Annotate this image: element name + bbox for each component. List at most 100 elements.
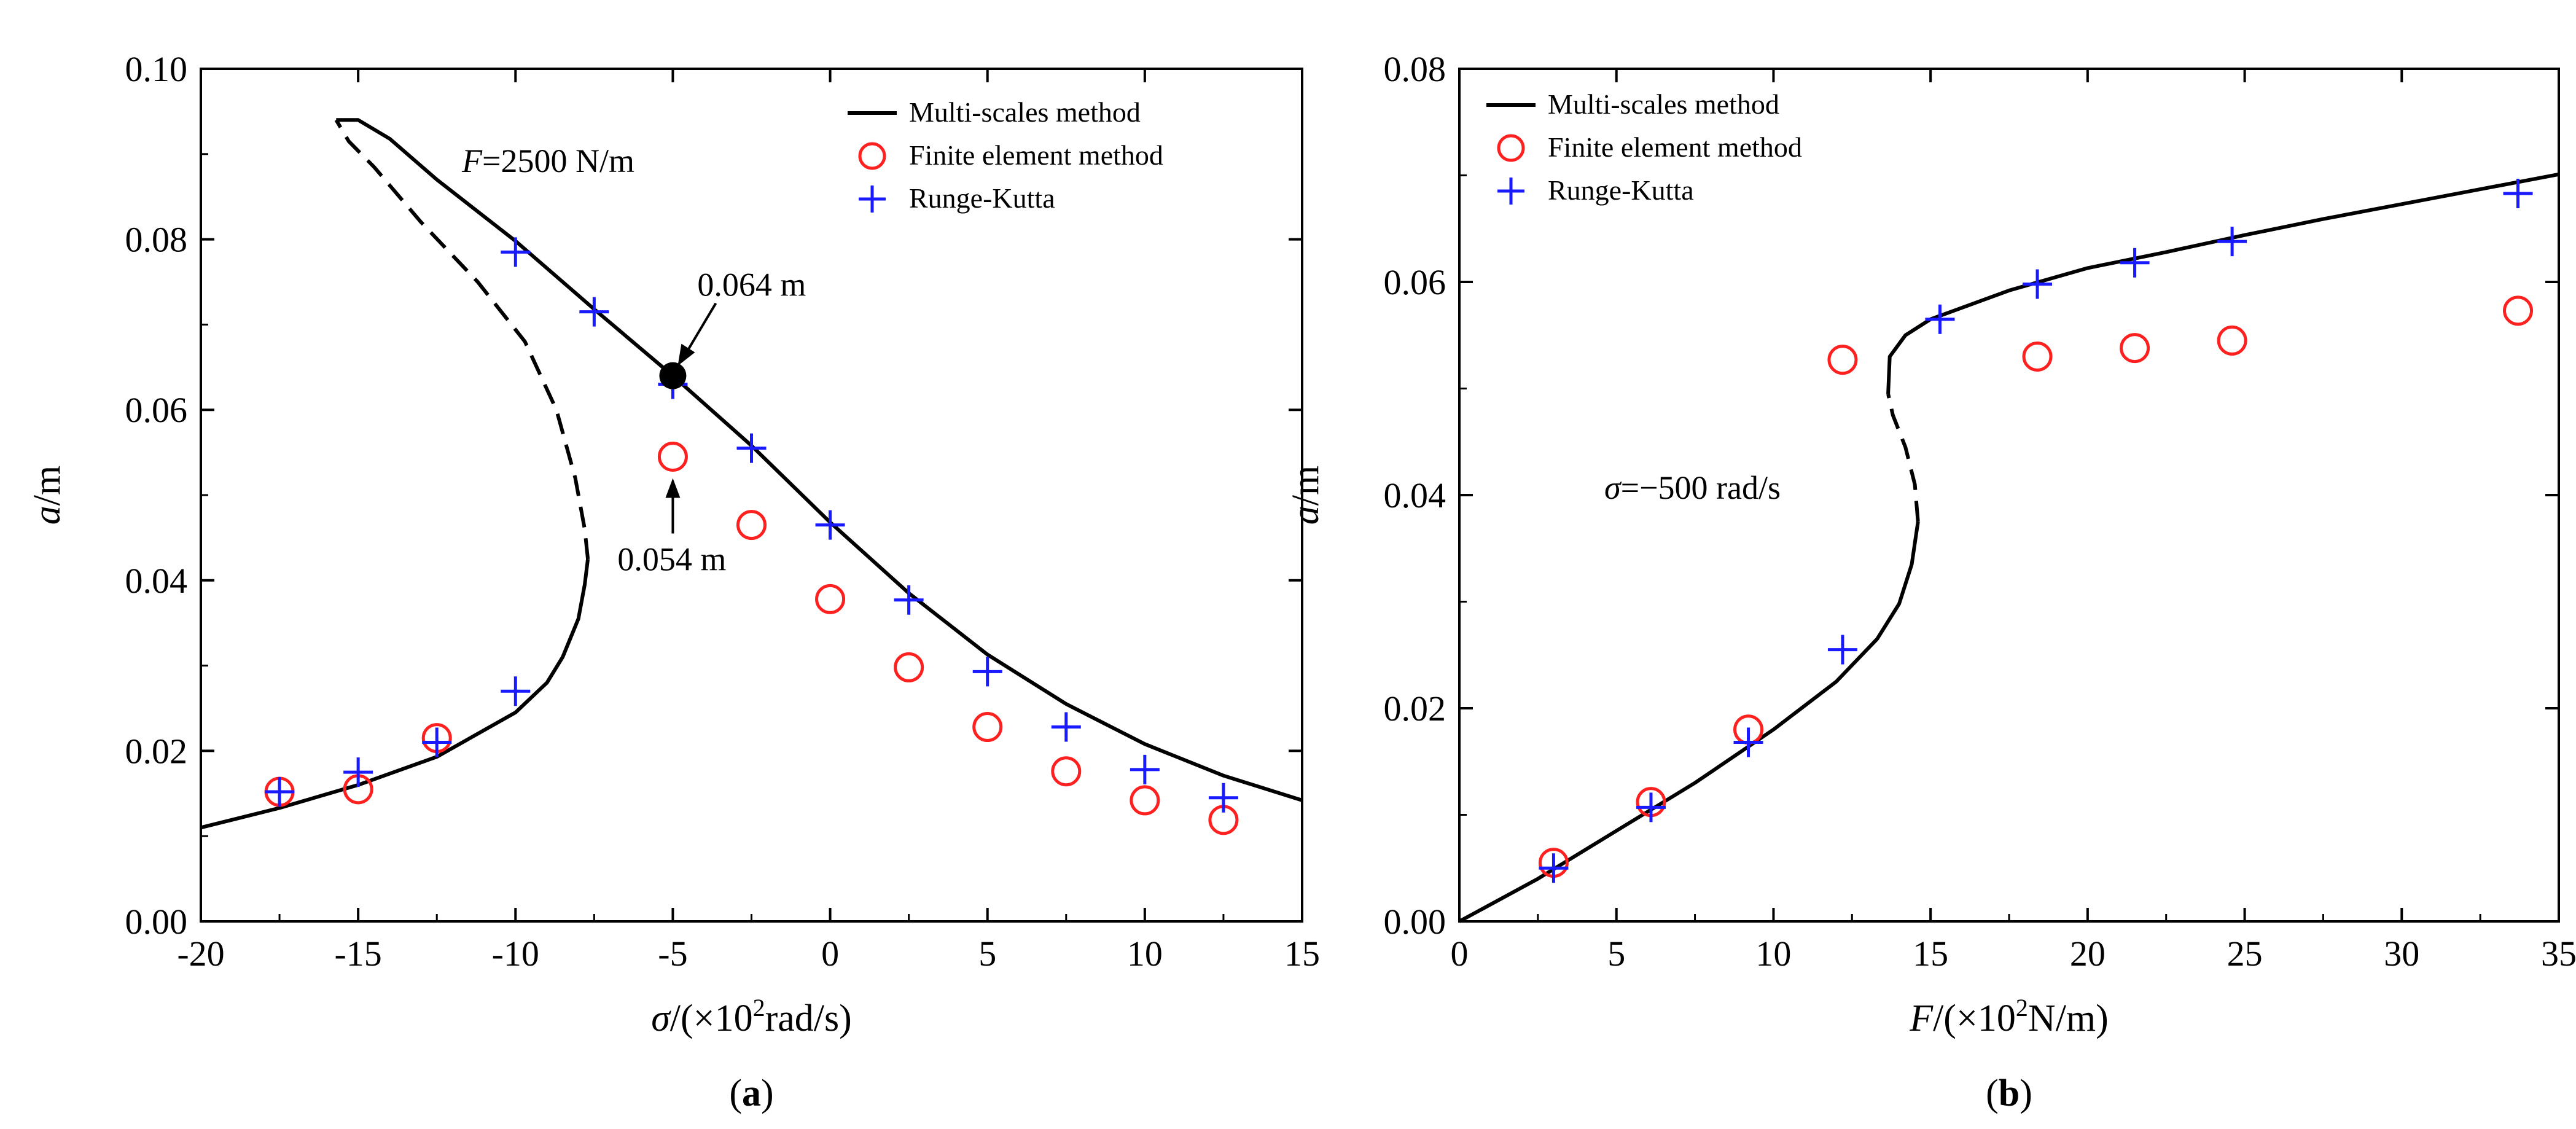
rk-point: [579, 297, 609, 327]
legend-rk-swatch: [859, 186, 886, 213]
rk-point: [1051, 712, 1081, 742]
panel-label: (b): [1986, 1072, 2032, 1114]
rk-point: [501, 676, 531, 706]
y-tick-label: 0.00: [125, 902, 188, 942]
x-axis-text: /(×10: [1933, 998, 2016, 1039]
multi-scales-curve: [1886, 393, 1920, 522]
legend-label: Runge-Kutta: [909, 182, 1055, 214]
legend-fem-swatch: [858, 142, 886, 170]
legend-rk-swatch: [1497, 178, 1524, 205]
fem-point: [1130, 785, 1160, 816]
x-axis-sup: 2: [2016, 994, 2028, 1022]
x-tick-label: 5: [978, 934, 996, 974]
y-tick-label: 0.06: [1384, 262, 1446, 302]
rk-point: [343, 757, 373, 787]
rk-point: [736, 433, 767, 463]
legend-fem-swatch: [1497, 134, 1525, 162]
rk-point: [2023, 269, 2053, 299]
rk-point: [1925, 304, 1955, 334]
chart-panel-a: -20 -15 -10 -5 0 5 10 15 0.00 0.02 0.04 0.06 0.08 0.1…: [26, 49, 1320, 1114]
fem-point: [894, 652, 924, 682]
x-tick-label: 10: [1755, 934, 1791, 974]
panel-label-close: ): [2020, 1072, 2032, 1114]
rk-point: [2217, 227, 2247, 257]
x-tick-label: 15: [1913, 934, 1948, 974]
multi-scales-curve: [1458, 521, 1920, 923]
param-text: =−500 rad/s: [1621, 469, 1781, 506]
multi-scales-curve: [200, 558, 590, 830]
panel-label-letter: a: [742, 1072, 761, 1114]
x-tick-label: 0: [821, 934, 839, 974]
plot-frame: [200, 68, 1303, 923]
y-axis-title: a/m: [1285, 466, 1327, 525]
rk-point: [972, 657, 1002, 687]
y-tick-label: 0.08: [125, 220, 188, 260]
x-axis-title: σ/(×102rad/s): [651, 994, 852, 1039]
y-axis-text: /m: [1285, 466, 1327, 506]
y-tick-label: 0.00: [1384, 902, 1446, 942]
lower-marker-label: 0.054 m: [617, 541, 726, 577]
x-tick-label: -20: [177, 934, 224, 974]
multi-scales-curve: [334, 119, 590, 560]
param-annotation: σ=−500 rad/s: [1604, 469, 1781, 506]
x-axis-symbol: σ: [651, 998, 671, 1039]
y-axis-symbol: a: [26, 506, 68, 525]
y-tick-label: 0.06: [125, 390, 188, 430]
y-tick-label: 0.02: [125, 731, 188, 771]
x-axis-symbol: F: [1909, 998, 1934, 1039]
rk-point: [501, 237, 531, 267]
rk-point: [2120, 248, 2150, 278]
fem-point: [2217, 325, 2247, 356]
x-axis-title: F/(×102N/m): [1909, 994, 2109, 1039]
x-axis-sup: 2: [753, 994, 765, 1022]
rk-point: [1733, 727, 1763, 757]
x-tick-label: 35: [2541, 934, 2576, 974]
param-symbol: σ: [1604, 469, 1622, 506]
x-tick-label: -10: [492, 934, 539, 974]
fem-point: [972, 712, 1003, 743]
chart-panel-b: 0 5 10 15 20 25 30 35 0.00 0.02 0.04 0.06 0.08 F/(×10…: [1285, 49, 2576, 1114]
panel-label-open: (: [1986, 1072, 1999, 1114]
panel-label-letter: b: [1999, 1072, 2020, 1114]
upper-arrow-head: [677, 343, 695, 366]
legend-label: Runge-Kutta: [1548, 174, 1694, 206]
y-tick-label: 0.02: [1384, 689, 1446, 729]
rk-point: [422, 727, 452, 757]
x-axis-unit: rad/s): [765, 998, 852, 1039]
x-axis-unit: N/m): [2028, 998, 2109, 1039]
param-symbol: F: [461, 143, 483, 179]
fem-point: [736, 510, 767, 541]
param-annotation: F=2500 N/m: [461, 143, 634, 179]
x-tick-label: -5: [658, 934, 687, 974]
x-tick-label: 5: [1607, 934, 1625, 974]
y-axis-text: /m: [26, 466, 68, 506]
y-tick-label: 0.04: [125, 561, 188, 601]
upper-amplitude-marker: [659, 362, 687, 389]
rk-point: [1130, 754, 1160, 784]
x-axis-text: /(×10: [670, 998, 753, 1039]
y-tick-label: 0.10: [125, 49, 188, 89]
legend-label: Finite element method: [909, 139, 1163, 171]
legend-label: Multi-scales method: [1548, 88, 1779, 120]
legend-label: Multi-scales method: [909, 96, 1141, 128]
x-tick-label: 25: [2227, 934, 2263, 974]
rk-point: [265, 777, 295, 807]
x-tick-label: 0: [1451, 934, 1469, 974]
legend-label: Finite element method: [1548, 131, 1802, 163]
param-text: =2500 N/m: [482, 143, 634, 179]
rk-point: [894, 585, 924, 615]
y-axis-title: a/m: [26, 466, 68, 525]
multi-scales-curve: [1886, 172, 2559, 394]
multi-scales-curve: [336, 118, 1303, 802]
y-tick-label: 0.08: [1384, 49, 1446, 89]
rk-point: [1539, 853, 1569, 883]
rk-point: [1827, 635, 1857, 665]
rk-point: [815, 510, 845, 540]
y-axis-symbol: a: [1285, 506, 1327, 525]
x-tick-label: 20: [2070, 934, 2106, 974]
panel-label: (a): [729, 1072, 773, 1114]
upper-marker-label: 0.064 m: [697, 267, 806, 303]
fem-point: [1051, 756, 1082, 787]
panel-label-close: ): [761, 1072, 774, 1114]
